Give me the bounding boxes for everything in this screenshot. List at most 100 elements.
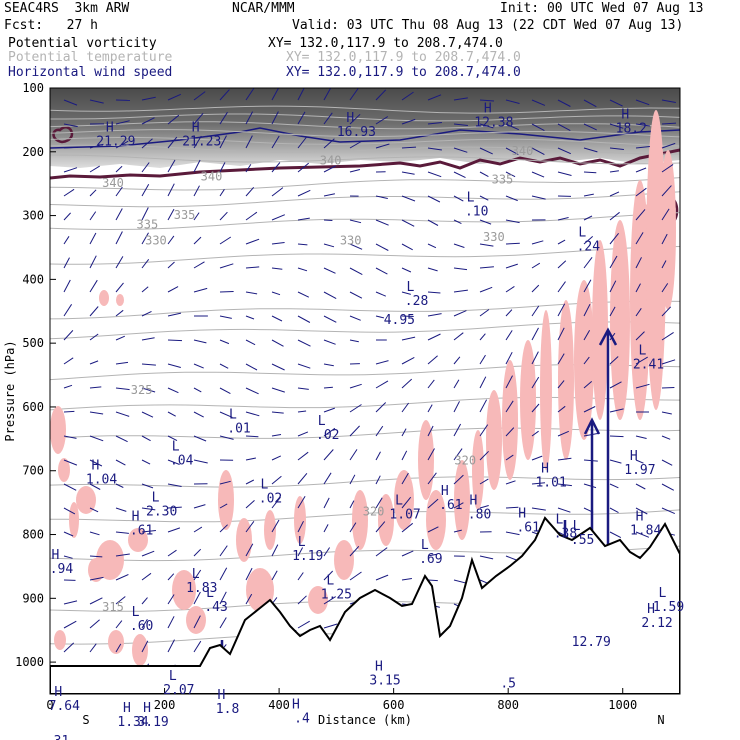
extremum-value: 1.83 bbox=[186, 581, 217, 596]
wind-vector bbox=[635, 146, 650, 149]
wind-vector bbox=[427, 553, 437, 557]
wind-vector bbox=[115, 361, 129, 365]
model-name: SEAC4RS 3km ARW bbox=[4, 1, 130, 16]
wind-vector bbox=[63, 257, 70, 269]
wind-vector bbox=[661, 283, 669, 293]
wind-vector bbox=[349, 219, 362, 224]
wind-vector bbox=[245, 164, 252, 173]
extremum-mark: H bbox=[218, 688, 226, 703]
wind-vector bbox=[635, 356, 648, 365]
wind-vector bbox=[219, 315, 232, 319]
wind-vector bbox=[297, 88, 305, 101]
wind-vector bbox=[167, 261, 175, 269]
extremum-mark: L bbox=[261, 478, 269, 493]
wind-vector bbox=[427, 267, 438, 272]
extremum-mark: L bbox=[318, 414, 326, 429]
wind-vector bbox=[583, 147, 598, 153]
wind-vector bbox=[297, 431, 309, 437]
wind-vector bbox=[297, 520, 304, 533]
wind-vector bbox=[193, 615, 201, 629]
wind-vector bbox=[193, 261, 205, 269]
wind-vector bbox=[635, 167, 647, 173]
wind-vector bbox=[219, 567, 228, 581]
wind-vector bbox=[531, 99, 546, 106]
wind-vector bbox=[401, 243, 413, 251]
wind-vector bbox=[531, 171, 545, 178]
wind-vector bbox=[219, 363, 229, 369]
wind-vector bbox=[141, 138, 153, 149]
wind-vector bbox=[245, 500, 255, 509]
wind-vector bbox=[271, 88, 280, 101]
wind-vector bbox=[661, 208, 670, 221]
pv-patch bbox=[236, 518, 252, 562]
field-xy-wind: XY= 132.0,117.9 to 208.7,474.0 bbox=[286, 65, 521, 80]
wind-vector bbox=[375, 380, 389, 389]
wind-vector bbox=[453, 243, 465, 248]
wind-vector bbox=[505, 219, 520, 224]
y-axis-label: Pressure (hPa) bbox=[3, 340, 17, 441]
extremum-mark: L bbox=[639, 344, 647, 359]
wind-vector bbox=[193, 287, 208, 293]
wind-vector bbox=[557, 260, 567, 269]
wind-vector bbox=[271, 475, 282, 485]
center-name: NCAR/MMM bbox=[232, 1, 295, 16]
wind-vector bbox=[609, 356, 619, 365]
wind-vector bbox=[635, 459, 644, 464]
wind-vector bbox=[635, 483, 646, 490]
wind-vector bbox=[89, 99, 104, 104]
wind-vector bbox=[245, 387, 259, 395]
wind-vector bbox=[193, 640, 202, 653]
wind-vector bbox=[531, 195, 546, 200]
theta-isentrope bbox=[50, 300, 680, 320]
wind-vector bbox=[167, 159, 176, 173]
wind-vector bbox=[141, 507, 156, 511]
wind-vector bbox=[427, 333, 441, 341]
wind-vector bbox=[63, 236, 70, 245]
wind-vector bbox=[63, 642, 75, 653]
wind-vector bbox=[479, 505, 489, 509]
wind-vector bbox=[505, 285, 515, 293]
wind-vector bbox=[349, 383, 362, 389]
wind-vector bbox=[115, 483, 124, 488]
wind-vector bbox=[427, 147, 442, 151]
wind-vector bbox=[609, 170, 619, 173]
wind-vector bbox=[427, 195, 441, 203]
extremum-value: .24 bbox=[577, 240, 601, 255]
wind-vector bbox=[167, 527, 181, 533]
wind-vector bbox=[297, 496, 306, 509]
y-tick-label: 200 bbox=[22, 145, 44, 159]
wind-vector bbox=[115, 553, 130, 557]
wind-vector bbox=[323, 596, 336, 605]
extremum-value: 1.01 bbox=[535, 476, 566, 491]
wind-vector bbox=[583, 99, 597, 108]
wind-vector bbox=[89, 333, 99, 341]
wind-vector bbox=[479, 333, 486, 341]
tropopause-pv-contour bbox=[50, 148, 680, 180]
wind-vector bbox=[609, 191, 620, 197]
extremum-value: 2.30 bbox=[146, 504, 177, 519]
wind-vector bbox=[297, 410, 307, 413]
wind-vector bbox=[271, 519, 280, 533]
wind-vector bbox=[167, 235, 175, 245]
wind-vector bbox=[557, 303, 566, 317]
wind-vector bbox=[401, 146, 417, 149]
wind-vector bbox=[297, 451, 309, 461]
wind-vector bbox=[635, 99, 650, 106]
wind-vector bbox=[375, 291, 386, 297]
extremum-mark: H bbox=[647, 602, 655, 617]
wind-vector bbox=[297, 217, 310, 221]
wind-vector bbox=[245, 411, 260, 417]
wind-vector bbox=[375, 315, 385, 319]
extremum-mark: H bbox=[518, 506, 526, 521]
wind-vector bbox=[401, 578, 412, 581]
wind-vector bbox=[583, 329, 591, 341]
wind-vector bbox=[89, 165, 100, 173]
wind-vector bbox=[349, 339, 359, 343]
wind-vector bbox=[219, 411, 233, 418]
pv-patch bbox=[132, 634, 148, 666]
pv-patch bbox=[472, 430, 484, 510]
wind-vector bbox=[453, 448, 463, 461]
wind-vector bbox=[401, 450, 408, 461]
wind-vector bbox=[167, 594, 175, 605]
wind-vector bbox=[453, 267, 468, 271]
